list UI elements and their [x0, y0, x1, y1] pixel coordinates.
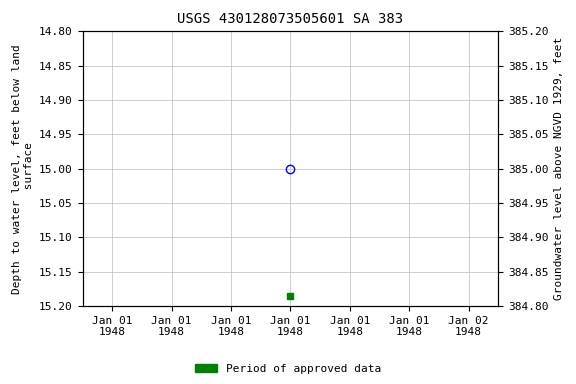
Legend: Period of approved data: Period of approved data [191, 359, 385, 379]
Y-axis label: Depth to water level, feet below land
 surface: Depth to water level, feet below land su… [12, 44, 33, 294]
Title: USGS 430128073505601 SA 383: USGS 430128073505601 SA 383 [177, 12, 403, 26]
Y-axis label: Groundwater level above NGVD 1929, feet: Groundwater level above NGVD 1929, feet [554, 37, 564, 300]
